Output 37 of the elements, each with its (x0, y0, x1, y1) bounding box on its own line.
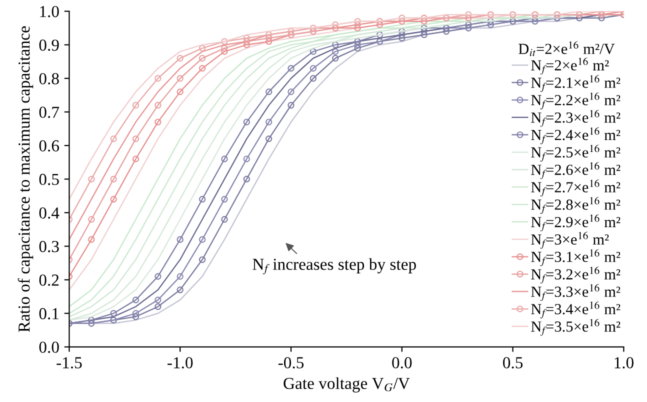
y-tick-label: 0.9 (39, 40, 59, 51)
legend-label: N$_{f}$=3.2×e$^{16}$ m² (531, 266, 620, 284)
legend-label: N$_{f}$=2.9×e$^{16}$ m² (531, 214, 620, 232)
legend-label: N$_{f}$=3×e$^{16}$ m² (531, 232, 609, 249)
annotation: N$_{f}$ increases step by step (252, 258, 416, 274)
legend-label: N$_{f}$=2.6×e$^{16}$ m² (531, 162, 620, 180)
y-tick-label: 0.7 (39, 106, 60, 118)
x-tick-label: 1.0 (614, 357, 634, 368)
legend-label: N$_{f}$=3.4×e$^{16}$ m² (531, 301, 620, 318)
x-tick-label: 0.5 (503, 357, 523, 368)
legend-label: N$_{f}$=3.5×e$^{16}$ m² (531, 318, 620, 336)
legend-label: N$_{f}$=3.3×e$^{16}$ m² (531, 284, 620, 301)
legend-label: N$_{f}$=2.4×e$^{16}$ m² (531, 127, 620, 144)
y-axis-title: Ratio of capacitance to maximum capacitance (18, 26, 34, 332)
legend-label: N$_{f}$=2.1×e$^{16}$ m² (531, 75, 620, 92)
y-tick-label: 0.6 (39, 140, 60, 152)
legend-label: N$_{f}$=2×e$^{16}$ m² (531, 58, 609, 75)
x-tick-label: 0.0 (392, 357, 412, 368)
legend-title: D$_{it}$=2×e$^{16}$ m²/V (518, 41, 615, 56)
y-tick-label: 0.0 (39, 342, 59, 353)
y-tick-label: 0.2 (39, 274, 59, 286)
legend-label: N$_{f}$=2.3×e$^{16}$ m² (531, 110, 620, 127)
legend-label: N$_{f}$=2.5×e$^{16}$ m² (531, 144, 620, 162)
legend-label: N$_{f}$=2.8×e$^{16}$ m² (531, 196, 620, 214)
x-axis-title: Gate voltage V$_{G}$/V (284, 377, 410, 392)
y-tick-label: 0.1 (39, 308, 59, 320)
legend-label: N$_{f}$=2.7×e$^{16}$ m² (531, 180, 620, 196)
x-tick-label: -1.0 (168, 357, 193, 368)
y-tick-label: 1.0 (40, 6, 59, 18)
y-tick-label: 0.4 (39, 207, 60, 219)
legend-label: N$_{f}$=3.1×e$^{16}$ m² (531, 249, 620, 266)
legend-label: N$_{f}$=2.2×e$^{16}$ m² (531, 92, 620, 110)
y-tick-label: 0.5 (39, 174, 59, 186)
y-tick-label: 0.8 (39, 73, 59, 84)
x-tick-label: -0.5 (278, 357, 304, 368)
y-tick-label: 0.3 (39, 240, 59, 252)
x-tick-label: -1.5 (56, 357, 82, 368)
